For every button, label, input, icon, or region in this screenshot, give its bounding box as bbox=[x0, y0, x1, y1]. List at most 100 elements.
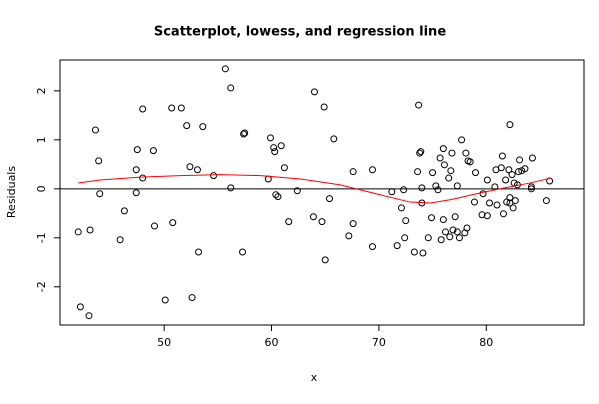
point bbox=[277, 142, 285, 150]
point bbox=[326, 195, 334, 203]
point bbox=[445, 174, 453, 182]
point bbox=[506, 194, 514, 202]
point bbox=[318, 218, 326, 226]
point bbox=[150, 222, 158, 230]
point bbox=[437, 236, 445, 244]
point bbox=[74, 228, 82, 236]
point bbox=[193, 166, 201, 174]
point bbox=[186, 163, 194, 171]
point bbox=[210, 172, 218, 180]
point bbox=[280, 164, 288, 172]
point bbox=[168, 104, 176, 112]
point bbox=[400, 186, 408, 194]
point bbox=[368, 243, 376, 251]
point bbox=[195, 248, 203, 256]
point bbox=[274, 193, 282, 201]
point bbox=[266, 134, 274, 142]
point bbox=[458, 136, 466, 144]
point bbox=[86, 226, 94, 234]
point bbox=[483, 176, 491, 184]
point bbox=[402, 217, 410, 225]
point bbox=[132, 189, 140, 197]
point bbox=[453, 228, 461, 236]
point bbox=[397, 204, 405, 212]
point bbox=[439, 145, 447, 153]
point bbox=[462, 149, 470, 157]
x-tick-label: 80 bbox=[479, 336, 493, 349]
x-tick-label: 70 bbox=[372, 336, 386, 349]
point bbox=[271, 148, 279, 156]
point bbox=[527, 185, 535, 193]
point bbox=[416, 149, 424, 157]
point bbox=[417, 148, 425, 156]
point bbox=[446, 233, 454, 241]
point bbox=[439, 216, 447, 224]
y-tick-label: -1 bbox=[35, 232, 48, 243]
point bbox=[434, 186, 442, 194]
point bbox=[139, 105, 147, 113]
point bbox=[424, 234, 432, 242]
point bbox=[410, 248, 418, 256]
point bbox=[447, 167, 455, 175]
x-tick-label: 50 bbox=[157, 336, 171, 349]
point bbox=[285, 218, 293, 226]
point bbox=[502, 176, 510, 184]
point bbox=[542, 197, 550, 205]
point bbox=[449, 226, 457, 234]
point bbox=[401, 234, 409, 242]
point bbox=[428, 214, 436, 222]
point bbox=[368, 166, 376, 174]
point bbox=[497, 164, 505, 172]
point bbox=[239, 248, 247, 256]
point bbox=[516, 156, 524, 164]
point bbox=[116, 236, 124, 244]
point bbox=[393, 242, 401, 250]
point bbox=[91, 126, 99, 134]
point bbox=[95, 157, 103, 165]
point bbox=[349, 168, 357, 176]
point bbox=[436, 154, 444, 162]
point bbox=[432, 182, 440, 190]
point bbox=[240, 130, 248, 138]
point bbox=[418, 184, 426, 192]
point bbox=[419, 249, 427, 257]
point bbox=[177, 104, 185, 112]
point bbox=[96, 190, 104, 198]
point bbox=[132, 166, 140, 174]
point bbox=[330, 135, 338, 143]
point bbox=[76, 303, 84, 311]
point bbox=[133, 146, 141, 154]
point bbox=[169, 219, 177, 227]
point bbox=[466, 158, 474, 166]
point bbox=[505, 166, 513, 174]
point bbox=[241, 129, 249, 137]
point bbox=[448, 149, 456, 157]
point bbox=[511, 197, 519, 205]
point bbox=[345, 232, 353, 240]
point bbox=[479, 190, 487, 198]
point bbox=[440, 161, 448, 169]
point bbox=[199, 123, 207, 131]
point bbox=[309, 213, 317, 221]
point bbox=[321, 256, 329, 264]
point bbox=[227, 84, 235, 92]
point bbox=[221, 65, 229, 73]
point bbox=[320, 103, 328, 111]
point bbox=[521, 165, 529, 173]
point bbox=[139, 174, 147, 182]
point bbox=[441, 228, 449, 236]
point bbox=[349, 220, 357, 228]
point bbox=[429, 169, 437, 177]
y-axis-label: Residuals bbox=[5, 166, 18, 218]
point bbox=[503, 198, 511, 206]
point bbox=[506, 121, 514, 129]
point bbox=[478, 211, 486, 219]
y-tick-label: 1 bbox=[35, 136, 48, 143]
point bbox=[415, 101, 423, 109]
point bbox=[388, 188, 396, 196]
point bbox=[414, 168, 422, 176]
point bbox=[161, 296, 169, 304]
point bbox=[472, 169, 480, 177]
